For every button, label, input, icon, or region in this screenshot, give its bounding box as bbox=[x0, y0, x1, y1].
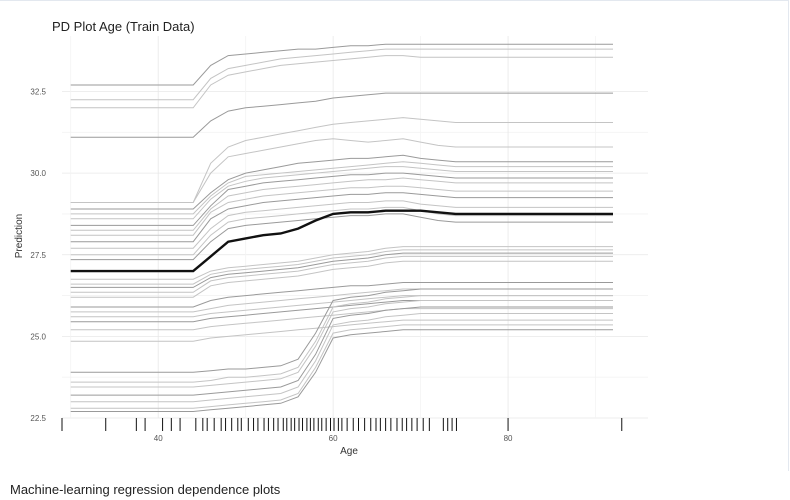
y-tick-label: 25.0 bbox=[30, 332, 46, 341]
ice-curve-34 bbox=[70, 329, 613, 412]
x-tick-label: 60 bbox=[329, 434, 338, 443]
ice-curve-7 bbox=[70, 154, 613, 210]
y-tick-label: 22.5 bbox=[30, 414, 46, 423]
ice-curve-20 bbox=[70, 255, 613, 293]
ice-curve-33 bbox=[70, 324, 613, 409]
ice-curve-27 bbox=[70, 319, 613, 342]
ice-curve-8 bbox=[70, 161, 613, 215]
ice-curves bbox=[70, 43, 613, 412]
ice-curve-29 bbox=[70, 295, 613, 383]
y-axis-label: Prediction bbox=[14, 214, 25, 258]
ice-curve-6 bbox=[70, 138, 613, 203]
x-tick-label: 40 bbox=[154, 434, 163, 443]
average-curve bbox=[70, 209, 613, 273]
ice-curve-11 bbox=[70, 177, 613, 231]
ice-curve-25 bbox=[70, 300, 613, 323]
chart-title: PD Plot Age (Train Data) bbox=[52, 19, 195, 34]
ice-curve-26 bbox=[70, 308, 613, 331]
ice-curve-5 bbox=[70, 117, 613, 203]
rug bbox=[61, 418, 623, 431]
y-tick-labels: 22.5 25.0 27.5 30.0 32.5 bbox=[30, 88, 46, 423]
ice-curve-3 bbox=[70, 55, 613, 109]
ice-curve-30 bbox=[70, 300, 613, 388]
ice-curve-1 bbox=[70, 43, 613, 86]
ice-curve-32 bbox=[70, 313, 613, 403]
x-axis-label: Age bbox=[340, 446, 358, 457]
ice-curve-10 bbox=[70, 172, 613, 226]
ice-curve-16 bbox=[70, 213, 613, 261]
ice-curve-22 bbox=[70, 282, 613, 308]
ice-curve-28 bbox=[70, 288, 613, 373]
ice-curve-12 bbox=[70, 185, 613, 236]
ice-curve-17 bbox=[70, 246, 613, 280]
ice-curve-14 bbox=[70, 200, 613, 249]
ice-curve-15 bbox=[70, 206, 613, 256]
ice-curve-31 bbox=[70, 306, 613, 396]
pd-plot: 22.5 25.0 27.5 30.0 32.5 40 60 80 Prediction A… bbox=[14, 36, 648, 457]
ice-curve-18 bbox=[70, 249, 613, 285]
ice-curve-2 bbox=[70, 48, 613, 101]
x-tick-label: 80 bbox=[504, 434, 513, 443]
ice-curve-19 bbox=[70, 252, 613, 288]
ice-curve-4 bbox=[70, 92, 613, 138]
y-tick-label: 30.0 bbox=[30, 169, 46, 178]
ice-curve-9 bbox=[70, 166, 613, 220]
chart-frame bbox=[0, 0, 789, 471]
caption: Machine-learning regression dependence p… bbox=[10, 482, 281, 497]
ice-curve-13 bbox=[70, 192, 613, 243]
y-tick-label: 32.5 bbox=[30, 88, 46, 97]
ice-curve-21 bbox=[70, 260, 613, 298]
x-tick-labels: 40 60 80 bbox=[154, 434, 513, 443]
average-line bbox=[70, 209, 613, 273]
y-tick-label: 27.5 bbox=[30, 251, 46, 260]
